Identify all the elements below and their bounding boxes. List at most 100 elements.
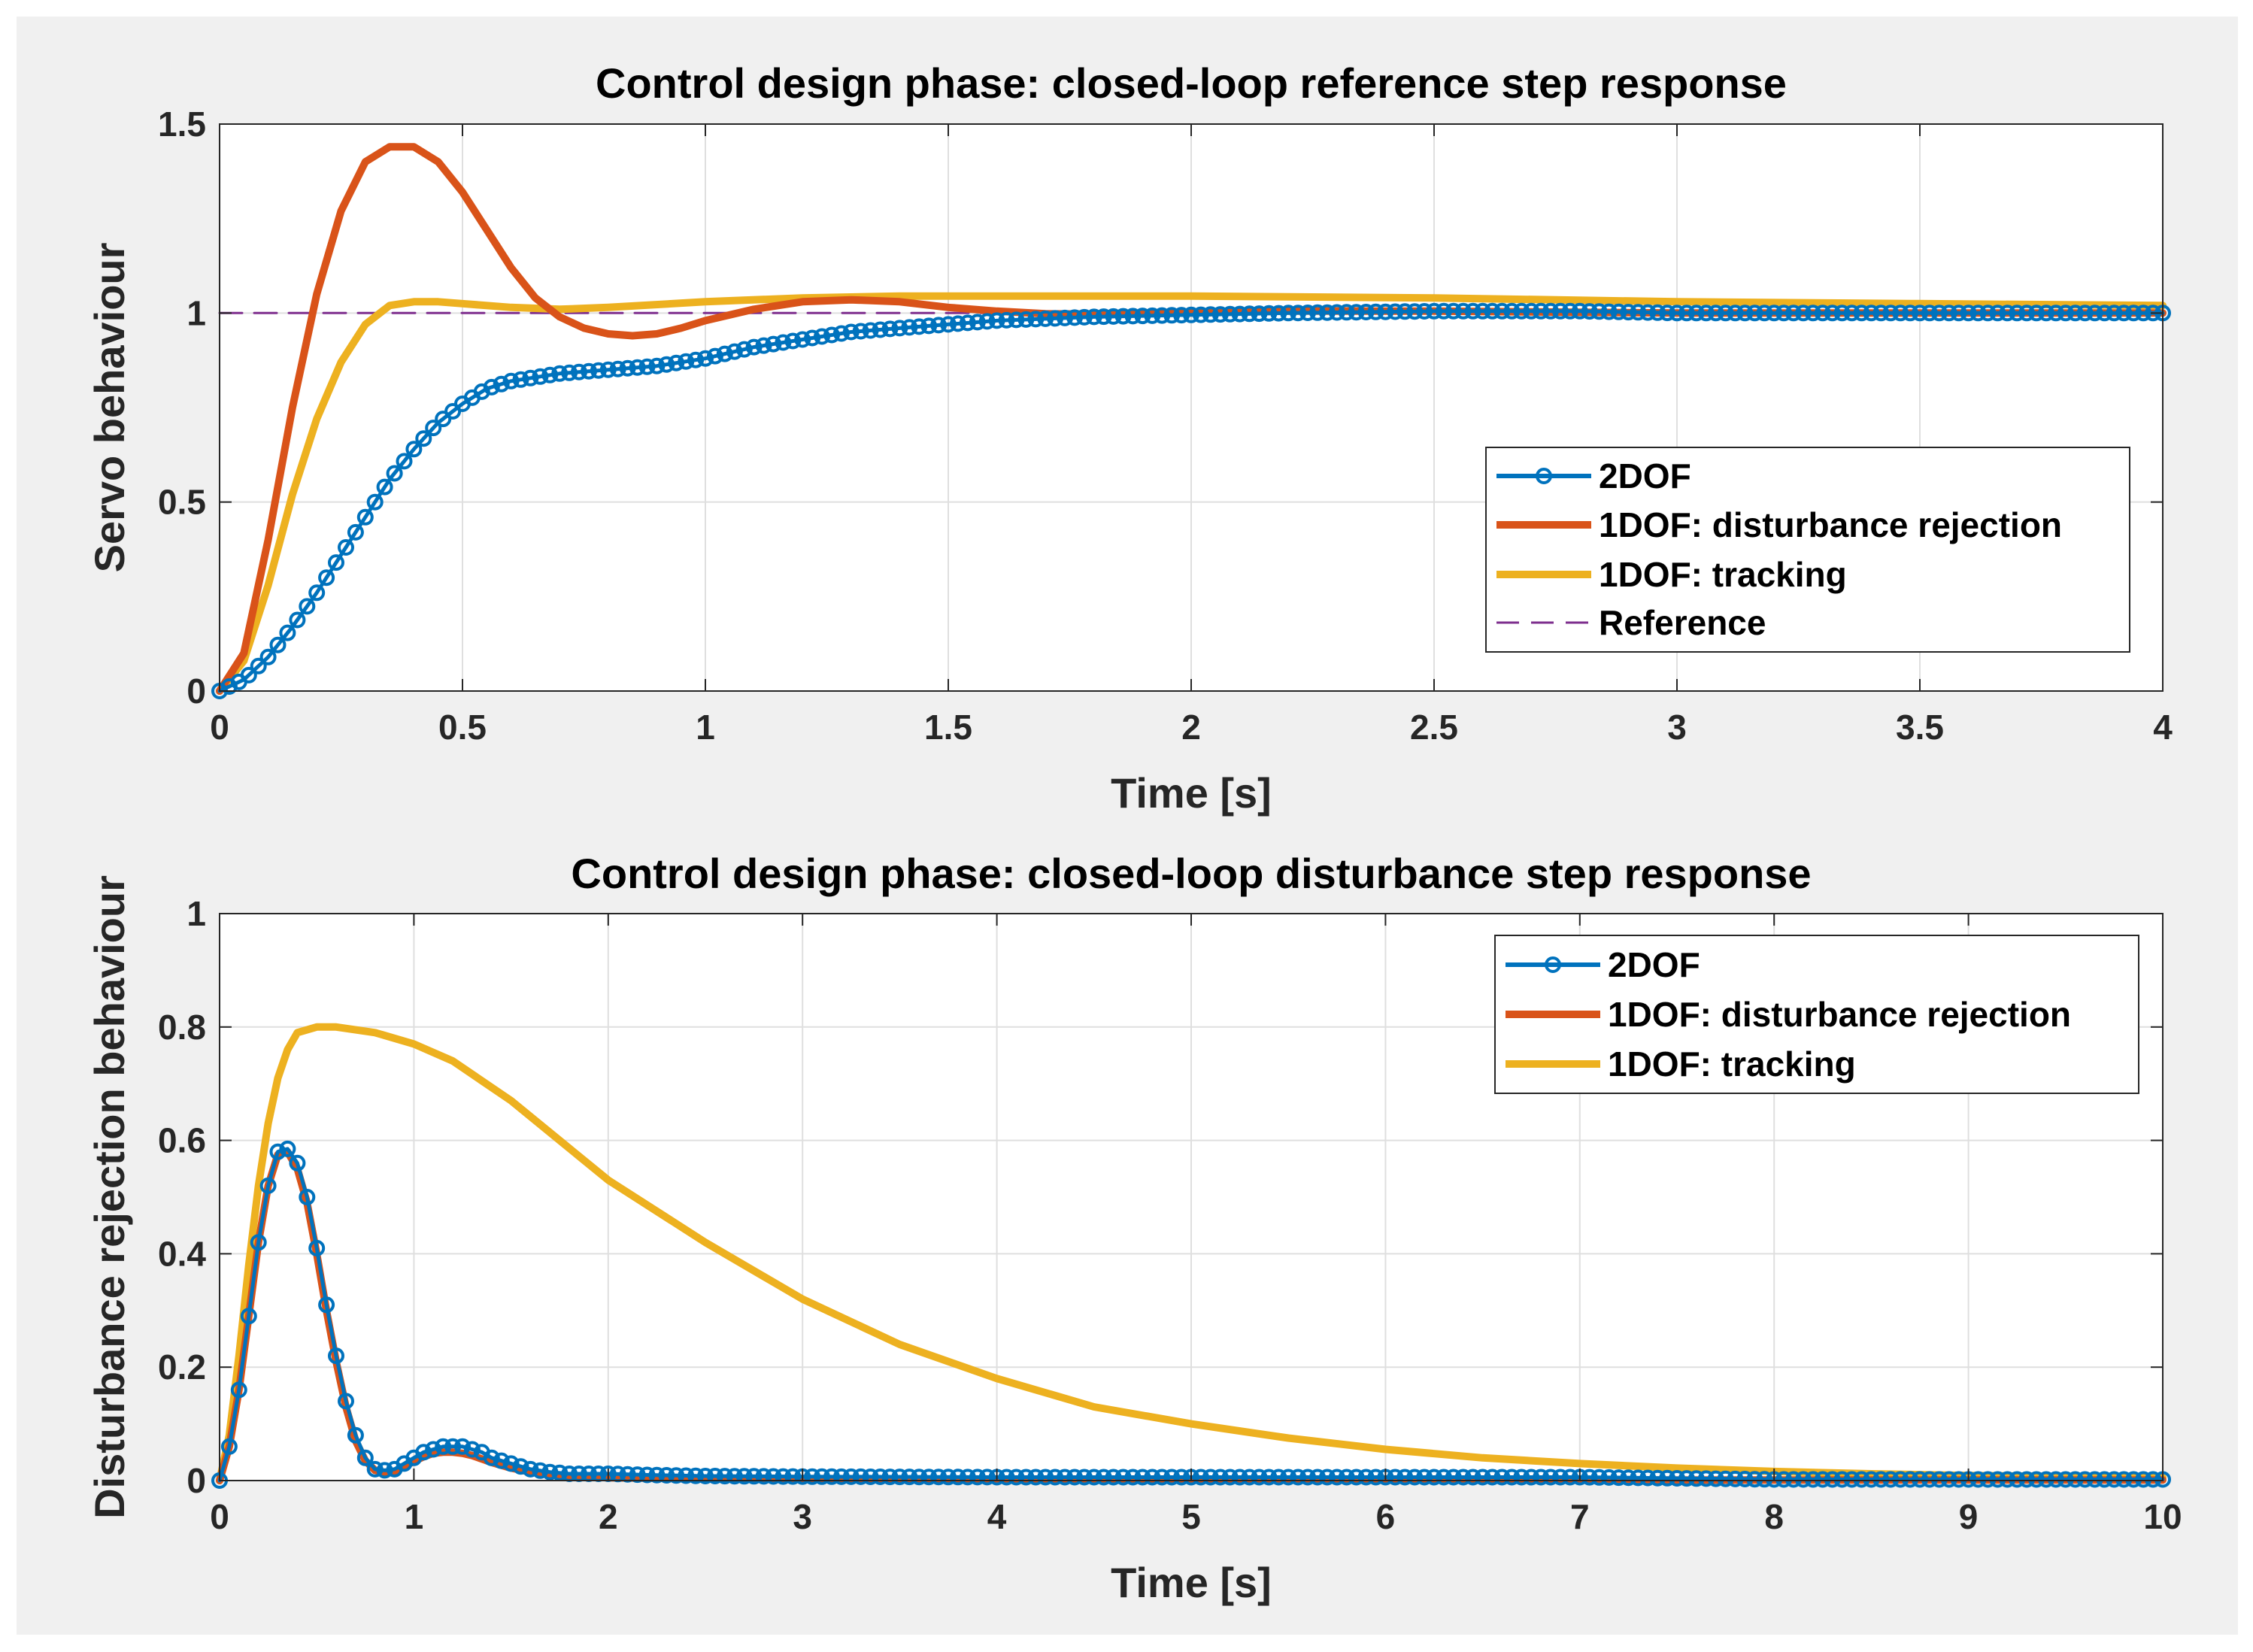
- marker-2dof: [328, 1347, 344, 1365]
- marker-2dof: [1192, 1469, 1209, 1486]
- marker-2dof: [1445, 1469, 1462, 1486]
- marker-2dof: [1843, 305, 1860, 322]
- marker-2dof: [1047, 310, 1064, 327]
- marker-2dof: [1824, 305, 1841, 322]
- marker-2dof: [1037, 310, 1054, 327]
- marker-2dof: [1338, 1469, 1355, 1486]
- marker-2dof: [289, 1154, 306, 1172]
- marker-2dof: [2076, 1471, 2094, 1488]
- marker-2dof: [1902, 305, 1919, 322]
- marker-2dof: [1678, 305, 1695, 322]
- y-tick-label: 0: [186, 671, 206, 711]
- marker-2dof: [1241, 305, 1258, 323]
- marker-2dof: [726, 1468, 743, 1485]
- x-tick-label: 0: [210, 708, 229, 747]
- marker-2dof: [512, 1458, 529, 1475]
- marker-2dof: [1940, 1471, 1957, 1488]
- y-tick-label: 1: [186, 293, 206, 332]
- marker-2dof: [2125, 305, 2142, 322]
- marker-2dof: [1590, 1469, 1608, 1486]
- legend-entry-1dof-disturbance: 1DOF: disturbance rejection: [1496, 505, 2062, 544]
- marker-2dof: [920, 1469, 938, 1486]
- marker-2dof: [852, 1468, 869, 1485]
- marker-2dof: [1746, 305, 1763, 322]
- marker-2dof: [1513, 302, 1530, 320]
- marker-2dof: [2115, 1471, 2133, 1488]
- marker-2dof: [1396, 303, 1414, 320]
- marker-2dof: [1027, 311, 1045, 328]
- marker-2dof: [1872, 305, 1890, 322]
- marker-2dof: [1163, 307, 1181, 324]
- disturbance-step-response-chart: 0 1 2 3 4 5 6 7 8 9 10 0 0.2 0.4 0.6 0.8 1 Control desig…: [86, 850, 2182, 1606]
- y-tick-label: 1: [186, 894, 206, 933]
- x-tick-label: 1: [696, 708, 715, 747]
- marker-2dof: [1921, 1471, 1938, 1488]
- marker-2dof: [1290, 305, 1307, 322]
- marker-2dof: [969, 314, 986, 331]
- x-tick-label: 7: [1570, 1497, 1590, 1536]
- marker-2dof: [1795, 1471, 1812, 1488]
- marker-2dof: [1251, 1469, 1268, 1486]
- marker-2dof: [1902, 1471, 1919, 1488]
- marker-2dof: [425, 1441, 442, 1458]
- y-tick-label: 1.5: [158, 105, 206, 144]
- marker-2dof: [1717, 1470, 1734, 1487]
- marker-2dof: [1406, 303, 1424, 320]
- marker-2dof: [1416, 1469, 1433, 1486]
- marker-2dof: [1533, 1469, 1550, 1486]
- marker-2dof: [755, 337, 772, 354]
- marker-2dof: [1523, 1469, 1540, 1486]
- marker-2dof: [1017, 311, 1035, 328]
- marker-2dof: [745, 338, 763, 356]
- marker-2dof: [1912, 1471, 1928, 1488]
- marker-2dof: [1610, 1469, 1627, 1487]
- legend-label-2dof: 2DOF: [1599, 456, 1691, 496]
- marker-2dof: [969, 1469, 986, 1486]
- legend-label-1dof-disturbance: 1DOF: disturbance rejection: [1599, 505, 2062, 544]
- marker-2dof: [2096, 305, 2113, 322]
- marker-2dof: [1008, 1469, 1025, 1486]
- series-line-2dof: [217, 309, 2165, 693]
- marker-2dof: [1280, 1469, 1297, 1486]
- marker-2dof: [832, 1468, 850, 1485]
- legend-marker-2dof: [1545, 956, 1561, 973]
- chart-title: Control design phase: closed-loop distur…: [571, 850, 1811, 897]
- marker-2dof: [930, 317, 948, 334]
- legend-label-reference: Reference: [1599, 603, 1766, 642]
- marker-2dof: [1338, 304, 1355, 321]
- marker-2dof: [1921, 305, 1938, 322]
- marker-2dof: [415, 1444, 432, 1461]
- marker-2dof: [502, 1455, 520, 1472]
- marker-2dof: [658, 356, 675, 373]
- marker-2dof: [1727, 305, 1744, 322]
- marker-2dof: [1435, 1469, 1452, 1486]
- marker-2dof: [366, 493, 384, 511]
- marker-2dof: [1251, 305, 1268, 323]
- marker-2dof: [1687, 1470, 1705, 1487]
- marker-2dof: [1736, 305, 1754, 322]
- marker-2dof: [2047, 1471, 2064, 1488]
- y-tick-label: 0.8: [158, 1008, 206, 1047]
- marker-2dof: [2086, 305, 2103, 322]
- series-line-1dof-tracking: [216, 1023, 2167, 1484]
- marker-2dof: [648, 357, 666, 374]
- marker-2dof: [1008, 311, 1025, 329]
- x-tick-label: 0.5: [438, 708, 487, 747]
- marker-2dof: [1979, 305, 1997, 322]
- marker-2dof: [1804, 305, 1821, 322]
- marker-2dof: [1659, 305, 1676, 322]
- legend: 2DOF 1DOF: disturbance rejection 1DOF: t…: [1485, 447, 2130, 653]
- marker-2dof: [396, 453, 413, 470]
- marker-2dof: [2145, 1471, 2162, 1488]
- marker-2dof: [1960, 305, 1977, 322]
- marker-2dof: [366, 1460, 384, 1478]
- marker-2dof: [1426, 302, 1442, 320]
- y-axis-label: Disturbance rejection behaviour: [86, 875, 133, 1519]
- marker-2dof: [1892, 1471, 1909, 1488]
- marker-2dof: [1454, 1469, 1472, 1486]
- marker-2dof: [220, 1438, 238, 1455]
- marker-2dof: [2086, 1471, 2103, 1488]
- x-axis-label: Time [s]: [1111, 1559, 1272, 1606]
- x-tick-label: 5: [1181, 1497, 1201, 1536]
